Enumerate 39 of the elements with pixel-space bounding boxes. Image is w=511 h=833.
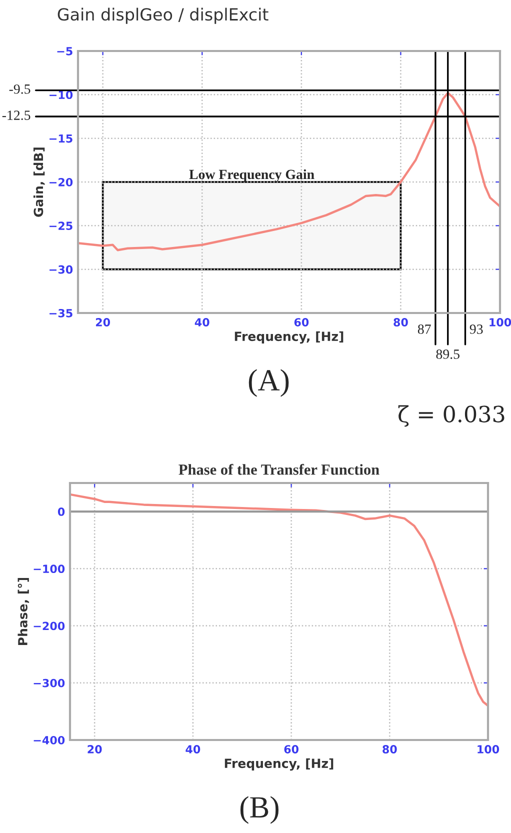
x-axis-title: Frequency, [Hz]	[234, 331, 344, 344]
ref-line-label: -12.5	[2, 110, 30, 120]
y-axis-title: Gain, [dB]	[33, 148, 45, 217]
x-tick-label: 40	[194, 318, 210, 326]
x-tick-label: 100	[490, 318, 511, 326]
text: ζ = 0.033	[398, 405, 504, 427]
x-tick-label: 60	[294, 318, 309, 326]
y-axis-title: Phase, [°]	[18, 578, 30, 645]
y-tick-label: −25	[50, 222, 72, 230]
text: (A)	[248, 369, 289, 397]
y-tick-label: −200	[34, 622, 65, 630]
y-tick-label: −10	[50, 90, 73, 100]
text: (B)	[240, 796, 278, 824]
y-tick-label: −30	[50, 265, 73, 274]
x-axis-title: Frequency, [Hz]	[224, 758, 334, 771]
ref-line-label: 89.5	[436, 350, 460, 359]
y-tick-label: −20	[50, 178, 73, 186]
ref-line-label: 87	[418, 324, 431, 334]
ref-line-label: -9.5	[9, 84, 30, 94]
y-tick-label: −400	[34, 736, 65, 744]
chart-title: Phase of the Transfer Function	[178, 464, 380, 475]
y-tick-label: −15	[50, 134, 72, 143]
line-series	[70, 493, 488, 707]
x-tick-label: 80	[394, 318, 408, 326]
x-tick-label: 20	[88, 745, 102, 754]
x-tick-label: 80	[382, 745, 397, 754]
y-tick-label: −100	[34, 564, 65, 574]
x-tick-label: 20	[96, 318, 110, 326]
y-tick-label: −35	[50, 308, 72, 318]
ref-line-label: 93	[470, 324, 483, 334]
y-tick-label: −5	[57, 47, 72, 56]
line-series	[78, 92, 500, 252]
y-tick-label: −300	[34, 678, 65, 688]
band-label: Low Frequency Gain	[189, 169, 314, 182]
x-tick-label: 60	[284, 745, 298, 754]
chart-title: Gain displGeo / displExcit	[58, 8, 268, 24]
y-tick-label: 0	[58, 508, 65, 516]
x-tick-label: 40	[186, 745, 200, 754]
x-tick-label: 100	[478, 745, 500, 754]
